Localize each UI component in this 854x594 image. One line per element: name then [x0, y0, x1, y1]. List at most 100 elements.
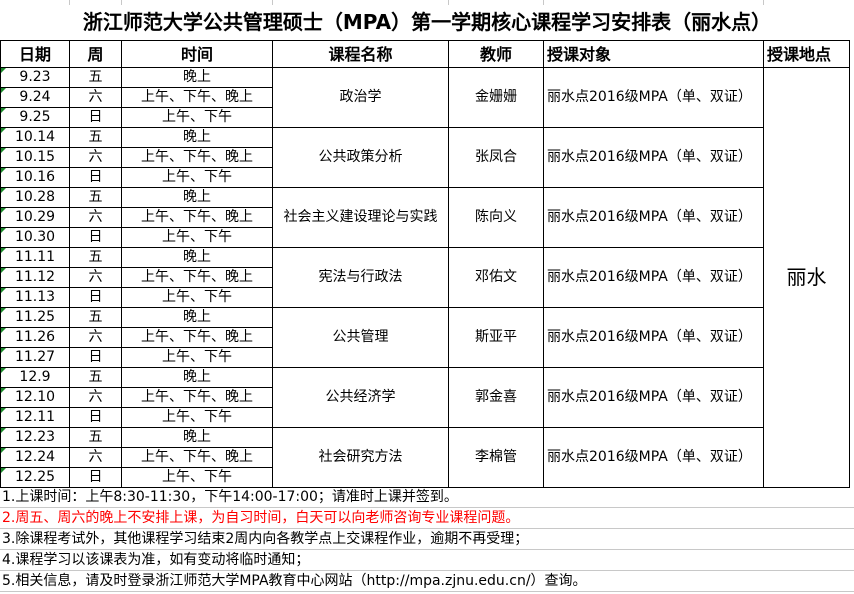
location-cell[interactable]: 丽水	[763, 67, 850, 488]
weekday-cell[interactable]: 五	[69, 127, 122, 148]
weekday-cell[interactable]: 日	[69, 287, 122, 308]
date-cell[interactable]: 9.23	[0, 67, 70, 88]
header-audience[interactable]: 授课对象	[543, 40, 764, 68]
time-cell[interactable]: 上午、下午、晚上	[121, 207, 273, 228]
teacher-cell[interactable]: 邓佑文	[448, 247, 544, 308]
time-cell[interactable]: 晚上	[121, 247, 273, 268]
time-cell[interactable]: 晚上	[121, 127, 273, 148]
date-cell[interactable]: 10.29	[0, 207, 70, 228]
weekday-cell[interactable]: 六	[69, 327, 122, 348]
audience-cell[interactable]: 丽水点2016级MPA（单、双证）	[543, 67, 764, 128]
note-1[interactable]: 1.上课时间：上午8:30-11:30，下午14:00-17:00；请准时上课并…	[0, 487, 854, 508]
weekday-cell[interactable]: 六	[69, 267, 122, 288]
date-cell[interactable]: 12.11	[0, 407, 70, 428]
time-cell[interactable]: 上午、下午	[121, 287, 273, 308]
weekday-cell[interactable]: 日	[69, 347, 122, 368]
note-2[interactable]: 2.周五、周六的晚上不安排上课，为自习时间，白天可以向老师咨询专业课程问题。	[0, 508, 854, 529]
time-cell[interactable]: 上午、下午	[121, 467, 273, 488]
date-cell[interactable]: 10.16	[0, 167, 70, 188]
time-cell[interactable]: 上午、下午	[121, 407, 273, 428]
header-location[interactable]: 授课地点	[763, 40, 850, 68]
weekday-cell[interactable]: 五	[69, 247, 122, 268]
note-4[interactable]: 4.课程学习以该课表为准，如有变动将临时通知；	[0, 550, 854, 571]
course-name-cell[interactable]: 社会研究方法	[272, 427, 449, 488]
teacher-cell[interactable]: 李棉管	[448, 427, 544, 488]
weekday-cell[interactable]: 日	[69, 467, 122, 488]
weekday-cell[interactable]: 六	[69, 447, 122, 468]
audience-cell[interactable]: 丽水点2016级MPA（单、双证）	[543, 247, 764, 308]
header-time[interactable]: 时间	[121, 40, 273, 68]
audience-cell[interactable]: 丽水点2016级MPA（单、双证）	[543, 187, 764, 248]
date-cell[interactable]: 12.24	[0, 447, 70, 468]
gridline	[272, 0, 273, 5]
audience-cell[interactable]: 丽水点2016级MPA（单、双证）	[543, 427, 764, 488]
audience-cell[interactable]: 丽水点2016级MPA（单、双证）	[543, 307, 764, 368]
time-cell[interactable]: 上午、下午、晚上	[121, 447, 273, 468]
teacher-cell[interactable]: 斯亚平	[448, 307, 544, 368]
date-cell[interactable]: 10.30	[0, 227, 70, 248]
header-teacher[interactable]: 教师	[448, 40, 544, 68]
weekday-cell[interactable]: 五	[69, 427, 122, 448]
weekday-cell[interactable]: 六	[69, 387, 122, 408]
teacher-cell[interactable]: 郭金喜	[448, 367, 544, 428]
course-name-cell[interactable]: 社会主义建设理论与实践	[272, 187, 449, 248]
header-course[interactable]: 课程名称	[272, 40, 449, 68]
weekday-cell[interactable]: 五	[69, 67, 122, 88]
audience-cell[interactable]: 丽水点2016级MPA（单、双证）	[543, 127, 764, 188]
date-cell[interactable]: 9.24	[0, 87, 70, 108]
date-cell[interactable]: 10.15	[0, 147, 70, 168]
time-cell[interactable]: 晚上	[121, 427, 273, 448]
header-weekday[interactable]: 周	[69, 40, 122, 68]
course-name-cell[interactable]: 公共经济学	[272, 367, 449, 428]
weekday-cell[interactable]: 日	[69, 107, 122, 128]
date-cell[interactable]: 11.25	[0, 307, 70, 328]
date-cell[interactable]: 12.10	[0, 387, 70, 408]
date-cell[interactable]: 12.25	[0, 467, 70, 488]
header-date[interactable]: 日期	[0, 40, 70, 68]
date-cell[interactable]: 11.13	[0, 287, 70, 308]
date-cell[interactable]: 11.27	[0, 347, 70, 368]
course-name-cell[interactable]: 公共管理	[272, 307, 449, 368]
time-cell[interactable]: 晚上	[121, 67, 273, 88]
date-cell[interactable]: 11.26	[0, 327, 70, 348]
date-cell[interactable]: 11.12	[0, 267, 70, 288]
weekday-cell[interactable]: 五	[69, 367, 122, 388]
table-row: 11.26 六上午、下午、晚上	[0, 327, 850, 348]
weekday-cell[interactable]: 日	[69, 167, 122, 188]
date-cell[interactable]: 10.14	[0, 127, 70, 148]
date-cell[interactable]: 12.23	[0, 427, 70, 448]
teacher-cell[interactable]: 张凤合	[448, 127, 544, 188]
notes: 1.上课时间：上午8:30-11:30，下午14:00-17:00；请准时上课并…	[0, 487, 854, 592]
date-cell[interactable]: 10.28	[0, 187, 70, 208]
time-cell[interactable]: 上午、下午	[121, 347, 273, 368]
course-name-cell[interactable]: 政治学	[272, 67, 449, 128]
note-5[interactable]: 5.相关信息，请及时登录浙江师范大学MPA教育中心网站（http://mpa.z…	[0, 571, 854, 592]
course-name-cell[interactable]: 公共政策分析	[272, 127, 449, 188]
teacher-cell[interactable]: 陈向义	[448, 187, 544, 248]
time-cell[interactable]: 上午、下午、晚上	[121, 147, 273, 168]
time-cell[interactable]: 上午、下午、晚上	[121, 267, 273, 288]
time-cell[interactable]: 上午、下午、晚上	[121, 87, 273, 108]
date-cell[interactable]: 11.11	[0, 247, 70, 268]
time-cell[interactable]: 上午、下午	[121, 167, 273, 188]
weekday-cell[interactable]: 日	[69, 407, 122, 428]
date-cell[interactable]: 9.25	[0, 107, 70, 128]
weekday-cell[interactable]: 六	[69, 147, 122, 168]
time-cell[interactable]: 上午、下午	[121, 227, 273, 248]
time-cell[interactable]: 上午、下午	[121, 107, 273, 128]
note-3[interactable]: 3.除课程考试外，其他课程学习结束2周内向各教学点上交课程作业，逾期不再受理；	[0, 529, 854, 550]
weekday-cell[interactable]: 五	[69, 187, 122, 208]
weekday-cell[interactable]: 六	[69, 207, 122, 228]
audience-cell[interactable]: 丽水点2016级MPA（单、双证）	[543, 367, 764, 428]
date-cell[interactable]: 12.9	[0, 367, 70, 388]
time-cell[interactable]: 晚上	[121, 187, 273, 208]
time-cell[interactable]: 上午、下午、晚上	[121, 327, 273, 348]
weekday-cell[interactable]: 日	[69, 227, 122, 248]
teacher-cell[interactable]: 金姗姗	[448, 67, 544, 128]
course-name-cell[interactable]: 宪法与行政法	[272, 247, 449, 308]
time-cell[interactable]: 晚上	[121, 367, 273, 388]
weekday-cell[interactable]: 五	[69, 307, 122, 328]
time-cell[interactable]: 晚上	[121, 307, 273, 328]
weekday-cell[interactable]: 六	[69, 87, 122, 108]
time-cell[interactable]: 上午、下午、晚上	[121, 387, 273, 408]
